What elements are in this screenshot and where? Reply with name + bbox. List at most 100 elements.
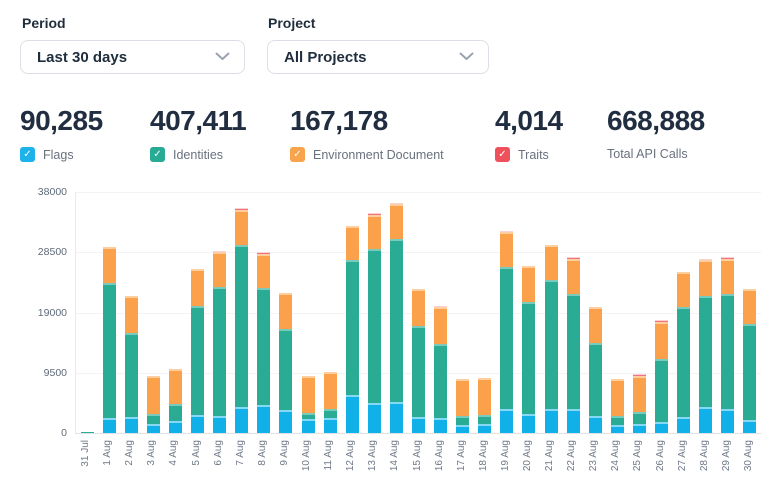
chart-bar-13-aug[interactable]: [367, 213, 381, 433]
bar-segment-flags[interactable]: [566, 408, 580, 433]
chart-bar-11-aug[interactable]: [323, 372, 337, 433]
bar-segment-environment-document[interactable]: [500, 232, 514, 268]
bar-segment-traits[interactable]: [434, 305, 448, 308]
bar-segment-traits[interactable]: [721, 256, 735, 259]
bar-segment-identities[interactable]: [566, 294, 580, 409]
chart-bar-3-aug[interactable]: [146, 376, 160, 433]
bar-segment-flags[interactable]: [301, 419, 315, 433]
bar-segment-flags[interactable]: [323, 418, 337, 433]
bar-segment-traits[interactable]: [367, 213, 381, 215]
chart-bar-6-aug[interactable]: [213, 250, 227, 433]
bar-segment-environment-document[interactable]: [345, 226, 359, 260]
bar-segment-identities[interactable]: [677, 307, 691, 418]
bar-segment-identities[interactable]: [168, 404, 182, 422]
bar-segment-environment-document[interactable]: [323, 372, 337, 410]
bar-segment-environment-document[interactable]: [743, 289, 757, 324]
bar-segment-traits[interactable]: [500, 230, 514, 233]
chart-bar-28-aug[interactable]: [699, 258, 713, 433]
bar-segment-identities[interactable]: [721, 294, 735, 409]
chart-bar-21-aug[interactable]: [544, 244, 558, 433]
chart-bar-1-aug[interactable]: [102, 246, 116, 433]
bar-segment-flags[interactable]: [721, 408, 735, 433]
bar-segment-identities[interactable]: [456, 415, 470, 425]
bar-segment-flags[interactable]: [146, 423, 160, 433]
bar-segment-identities[interactable]: [191, 305, 205, 416]
chart-bar-8-aug[interactable]: [257, 252, 271, 433]
bar-segment-traits[interactable]: [213, 250, 227, 253]
bar-segment-environment-document[interactable]: [522, 265, 536, 303]
bar-segment-flags[interactable]: [102, 417, 116, 433]
chart-bar-14-aug[interactable]: [389, 202, 403, 433]
bar-segment-identities[interactable]: [102, 283, 116, 418]
bar-segment-environment-document[interactable]: [367, 214, 381, 249]
bar-segment-environment-document[interactable]: [610, 379, 624, 416]
bar-segment-environment-document[interactable]: [102, 246, 116, 284]
bar-segment-traits[interactable]: [389, 202, 403, 205]
bar-segment-flags[interactable]: [168, 421, 182, 433]
bar-segment-environment-document[interactable]: [544, 244, 558, 280]
bar-segment-flags[interactable]: [279, 410, 293, 433]
bar-segment-identities[interactable]: [146, 413, 160, 424]
bar-segment-traits[interactable]: [235, 208, 249, 211]
chart-bar-2-aug[interactable]: [124, 296, 138, 433]
bar-segment-identities[interactable]: [588, 342, 602, 417]
bar-segment-identities[interactable]: [124, 333, 138, 418]
bar-segment-flags[interactable]: [191, 415, 205, 433]
chart-bar-30-aug[interactable]: [743, 289, 757, 433]
bar-segment-identities[interactable]: [544, 279, 558, 409]
bar-segment-environment-document[interactable]: [301, 376, 315, 414]
bar-segment-flags[interactable]: [456, 424, 470, 433]
bar-segment-environment-document[interactable]: [279, 293, 293, 329]
bar-segment-environment-document[interactable]: [478, 378, 492, 415]
bar-segment-flags[interactable]: [677, 417, 691, 433]
bar-segment-flags[interactable]: [235, 407, 249, 433]
series-checkbox-flags[interactable]: ✓: [20, 147, 35, 162]
bar-segment-identities[interactable]: [279, 328, 293, 411]
bar-segment-identities[interactable]: [632, 412, 646, 425]
chart-bar-9-aug[interactable]: [279, 293, 293, 433]
chart-bar-27-aug[interactable]: [677, 272, 691, 433]
bar-segment-identities[interactable]: [257, 288, 271, 406]
bar-segment-environment-document[interactable]: [456, 379, 470, 416]
bar-segment-environment-document[interactable]: [191, 269, 205, 306]
bar-segment-flags[interactable]: [632, 424, 646, 433]
chart-bar-5-aug[interactable]: [191, 269, 205, 433]
chart-bar-10-aug[interactable]: [301, 376, 315, 433]
bar-segment-environment-document[interactable]: [655, 322, 669, 359]
bar-segment-flags[interactable]: [213, 416, 227, 433]
bar-segment-environment-document[interactable]: [235, 210, 249, 245]
series-checkbox-environment-document[interactable]: ✓: [290, 147, 305, 162]
bar-segment-flags[interactable]: [412, 417, 425, 433]
bar-segment-identities[interactable]: [412, 325, 425, 418]
chart-bar-29-aug[interactable]: [721, 256, 735, 433]
chart-bar-19-aug[interactable]: [500, 230, 514, 433]
chart-bar-12-aug[interactable]: [345, 226, 359, 433]
bar-segment-identities[interactable]: [345, 259, 359, 395]
bar-segment-environment-document[interactable]: [257, 253, 271, 289]
bar-segment-identities[interactable]: [367, 248, 381, 403]
bar-segment-environment-document[interactable]: [434, 307, 448, 344]
bar-segment-environment-document[interactable]: [588, 306, 602, 343]
chart-bar-16-aug[interactable]: [434, 305, 448, 433]
bar-segment-identities[interactable]: [80, 431, 94, 433]
series-checkbox-traits[interactable]: ✓: [495, 147, 510, 162]
bar-segment-identities[interactable]: [699, 296, 713, 408]
bar-segment-identities[interactable]: [213, 286, 227, 417]
bar-segment-identities[interactable]: [434, 343, 448, 419]
bar-segment-flags[interactable]: [655, 422, 669, 433]
bar-segment-flags[interactable]: [257, 405, 271, 433]
bar-segment-identities[interactable]: [655, 358, 669, 423]
bar-segment-identities[interactable]: [522, 302, 536, 414]
bar-segment-traits[interactable]: [257, 252, 271, 254]
chart-bar-17-aug[interactable]: [456, 379, 470, 433]
bar-segment-flags[interactable]: [743, 420, 757, 433]
chart-bar-20-aug[interactable]: [522, 265, 536, 433]
chart-bar-31-jul[interactable]: [80, 431, 94, 433]
project-select[interactable]: All Projects: [267, 40, 489, 74]
chart-bar-23-aug[interactable]: [588, 306, 602, 433]
bar-segment-traits[interactable]: [566, 256, 580, 259]
bar-segment-environment-document[interactable]: [632, 375, 646, 413]
bar-segment-environment-document[interactable]: [146, 376, 160, 414]
bar-segment-identities[interactable]: [478, 414, 492, 424]
bar-segment-environment-document[interactable]: [389, 204, 403, 239]
